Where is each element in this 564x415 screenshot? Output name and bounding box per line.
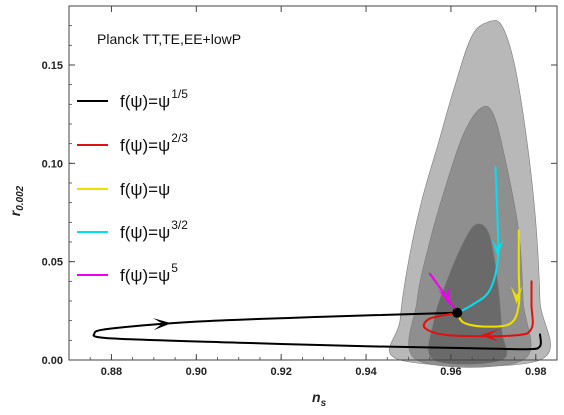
series-arrow-3	[491, 238, 504, 257]
y-ticks-group: 0.00 0.05 0.10 0.15	[42, 25, 557, 367]
x-tick-label: 0.88	[101, 366, 122, 378]
legend-label-1: f(ψ)=ψ	[120, 136, 170, 155]
legend-exponent-0: 1/5	[171, 87, 188, 101]
x-tick-label: 0.94	[355, 366, 377, 378]
x-tick-label: 0.90	[186, 366, 207, 378]
legend-exponent-4: 5	[171, 261, 178, 275]
y-axis-label-main: r	[7, 209, 23, 216]
series-arrow-0	[153, 318, 172, 331]
contour-inner	[428, 223, 508, 365]
legend-exponent-3: 3/2	[171, 218, 188, 232]
series-arrow-1	[480, 329, 499, 342]
series-line-3	[456, 166, 500, 314]
y-tick-label: 0.00	[42, 355, 63, 367]
legend-label-2: f(ψ)=ψ	[120, 180, 170, 199]
y-tick-label: 0.10	[42, 158, 63, 170]
legend-label-4: f(ψ)=ψ	[120, 266, 170, 285]
x-ticks-group: 0.88 0.90 0.92 0.94 0.96 0.98	[89, 6, 546, 378]
series-arrow-4	[438, 285, 450, 305]
x-tick-label: 0.98	[525, 366, 546, 378]
center-point-group	[452, 307, 463, 318]
legend-label-0: f(ψ)=ψ	[120, 92, 170, 111]
center-point-marker	[452, 307, 463, 318]
legend-exponent-1: 2/3	[171, 131, 188, 145]
series-line-4	[428, 272, 459, 314]
y-tick-label: 0.05	[42, 257, 63, 269]
arrows-group	[153, 238, 523, 342]
legend-label-3: f(ψ)=ψ	[120, 223, 170, 242]
x-tick-label: 0.92	[270, 366, 291, 378]
series-line-2	[456, 229, 521, 328]
series-line-0	[92, 311, 542, 351]
chart-annotation: Planck TT,TE,EE+lowP	[97, 31, 241, 47]
x-axis-label-sub: s	[321, 398, 327, 409]
x-axis-label: ns	[312, 389, 327, 409]
x-axis-label-main: n	[312, 389, 321, 405]
y-axis-label: r0.002	[7, 185, 26, 216]
series-arrow-2	[510, 286, 523, 305]
legend: f(ψ)=ψ 1/5f(ψ)=ψ 2/3f(ψ)=ψf(ψ)=ψ 3/2f(ψ)=ψ 5	[77, 87, 188, 285]
y-tick-label: 0.15	[42, 60, 63, 72]
x-tick-label: 0.96	[440, 366, 461, 378]
y-axis-label-sub: 0.002	[15, 185, 26, 210]
contours-group	[389, 20, 551, 368]
